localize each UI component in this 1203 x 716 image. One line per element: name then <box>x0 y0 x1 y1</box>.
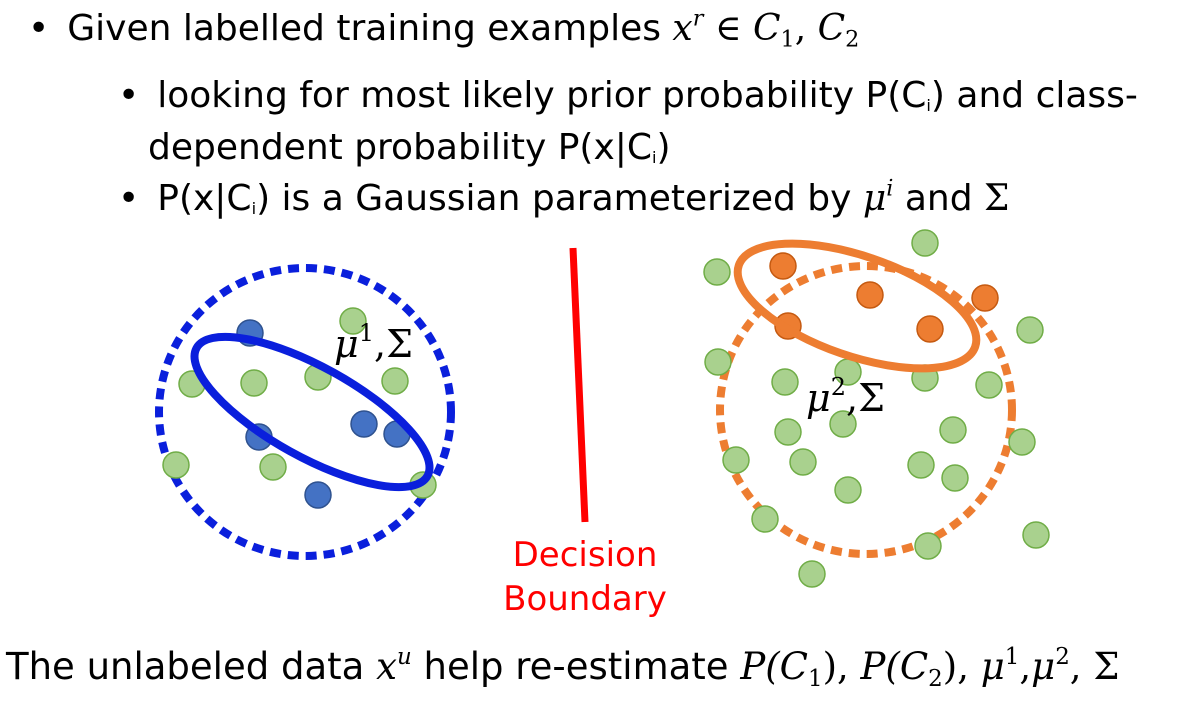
subscript-i: i <box>251 199 257 219</box>
math-sigma: Σ <box>1093 645 1120 688</box>
math-p-c2: P(C <box>860 645 929 688</box>
math-c1-sub: 1 <box>780 26 795 53</box>
math-c1: C <box>752 8 781 49</box>
math-in: ∈ <box>703 8 753 49</box>
unlabeled-point <box>259 453 287 481</box>
class1-dashed-circle <box>155 264 455 560</box>
bullet-1-text: Given labelled training examples <box>67 8 673 49</box>
unlabeled-points <box>162 229 1050 588</box>
bullet-dot: • <box>28 8 50 49</box>
label-mu1-sigma: μ1,Σ <box>334 319 413 366</box>
bullet-2-text-b: ) and class- <box>930 75 1138 116</box>
class2-point <box>916 315 944 343</box>
bullet-3: • P(x|Ci) is a Gaussian parameterized by … <box>118 175 1010 219</box>
unlabeled-point <box>789 448 817 476</box>
class2-dashed-circle <box>716 262 1016 558</box>
decision-label-line-1: Decision <box>512 535 658 575</box>
math-x-sup: u <box>396 644 412 671</box>
math-c2-sub: 2 <box>928 665 943 692</box>
math-mu2-sup: 2 <box>1055 644 1070 671</box>
unlabeled-point <box>975 371 1003 399</box>
unlabeled-point <box>1022 521 1050 549</box>
unlabeled-point <box>914 532 942 560</box>
class1-point <box>304 481 332 509</box>
bottom-sentence: The unlabeled data xu help re-estimate P… <box>6 644 1120 690</box>
label-mu-sup: 1 <box>359 319 374 347</box>
class1-point <box>350 410 378 438</box>
unlabeled-point <box>704 348 732 376</box>
unlabeled-point <box>939 416 967 444</box>
unlabeled-point <box>774 418 802 446</box>
math-mu: μ <box>862 178 887 219</box>
class2-point <box>856 281 884 309</box>
bullet-2-text-d: ) <box>656 127 671 168</box>
label-mu2-sigma: μ2,Σ <box>806 373 885 420</box>
math-c2-sub: 2 <box>845 26 860 53</box>
decision-label-line-2: Boundary <box>503 579 667 619</box>
math-x: x <box>672 8 693 49</box>
unlabeled-point <box>240 369 268 397</box>
subscript-i: i <box>926 96 931 116</box>
unlabeled-point <box>703 258 731 286</box>
bullet-3-text-b: ) is a Gaussian parameterized by <box>256 178 863 219</box>
math-mu1-sup: 1 <box>1004 644 1020 671</box>
unlabeled-point <box>771 368 799 396</box>
unlabeled-point <box>1008 428 1036 456</box>
label-sigma: ,Σ <box>374 322 413 366</box>
class2-gaussian-ellipse <box>733 239 981 373</box>
unlabeled-point <box>834 476 862 504</box>
bottom-text-a: The unlabeled data <box>6 645 377 688</box>
math-x-sup: r <box>692 5 704 32</box>
unlabeled-point <box>829 410 857 438</box>
unlabeled-point <box>722 446 750 474</box>
math-c2: C <box>817 8 846 49</box>
math-sigma: Σ <box>984 178 1010 219</box>
bottom-text-b: help re-estimate <box>411 645 741 688</box>
bullet-2-line-2: dependent probability P(x|Ci) <box>118 122 1138 174</box>
bullet-2-line-1: • looking for most likely prior probabili… <box>118 70 1138 122</box>
math-comma: , <box>1019 645 1032 688</box>
math-mu1: μ <box>980 645 1005 688</box>
bullet-2-text-a: looking for most likely prior probabilit… <box>157 75 927 116</box>
math-comma-2: , <box>1069 645 1094 688</box>
bullet-3-and: and <box>893 178 985 219</box>
label-sigma: ,Σ <box>846 376 885 420</box>
math-mu2: μ <box>1031 645 1056 688</box>
unlabeled-point <box>798 560 826 588</box>
math-p-c1: P(C <box>740 645 808 688</box>
decision-boundary-label: Decision Boundary <box>480 533 690 621</box>
unlabeled-point <box>941 464 969 492</box>
bullet-3-text-a: P(x|C <box>157 178 252 219</box>
unlabeled-point <box>162 451 190 479</box>
bullet-2-text-c: dependent probability P(x|C <box>148 127 653 168</box>
unlabeled-point <box>1016 316 1044 344</box>
math-mu-sup: i <box>886 175 894 202</box>
bullet-1: • Given labelled training examples xr ∈ C… <box>28 5 859 51</box>
decision-boundary-line <box>569 247 589 523</box>
math-close-2: ), <box>942 645 981 688</box>
bullet-2: • looking for most likely prior probabili… <box>118 70 1138 174</box>
math-close-1: ), <box>822 645 861 688</box>
math-x: x <box>376 645 397 688</box>
class2-point <box>769 252 797 280</box>
unlabeled-point <box>911 229 939 257</box>
bullet-dot: • <box>118 75 140 116</box>
unlabeled-point <box>751 505 779 533</box>
math-comma: , <box>794 8 818 49</box>
class1-gaussian-ellipse <box>190 332 434 492</box>
math-c1-sub: 1 <box>807 665 823 692</box>
class2-point <box>971 284 999 312</box>
label-mu: μ <box>334 322 359 366</box>
bullet-dot: • <box>118 178 140 219</box>
unlabeled-point <box>907 451 935 479</box>
label-mu-sup: 2 <box>831 373 846 401</box>
label-mu: μ <box>806 376 831 420</box>
unlabeled-point <box>381 367 409 395</box>
unlabeled-point <box>339 307 367 335</box>
subscript-i: i <box>652 148 657 168</box>
